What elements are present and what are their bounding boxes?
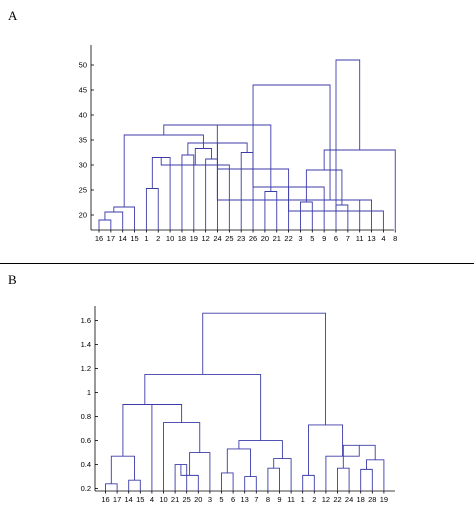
- leaf-label: 15: [130, 234, 138, 243]
- leaf-label: 13: [241, 495, 249, 504]
- leaf-label: 3: [208, 495, 212, 504]
- leaf-label: 14: [125, 495, 133, 504]
- leaf-label: 7: [254, 495, 258, 504]
- leaf-label: 1: [144, 234, 148, 243]
- leaf-label: 9: [322, 234, 326, 243]
- dendrogram-link: [360, 468, 373, 491]
- dendrogram-link: [238, 440, 283, 459]
- leaf-label: 2: [312, 495, 316, 504]
- leaf-label: 18: [357, 495, 365, 504]
- dendrogram-link: [226, 448, 251, 477]
- leaf-label: 16: [95, 234, 103, 243]
- dendrogram-link: [189, 452, 211, 491]
- dendrogram-link: [335, 59, 361, 211]
- leaf-label: 21: [273, 234, 281, 243]
- y-tick-label: 25: [79, 186, 87, 195]
- dendrogram-link: [244, 476, 257, 491]
- leaf-label: 8: [393, 234, 397, 243]
- dendrogram-link: [252, 84, 331, 200]
- dendrogram-link: [273, 458, 292, 491]
- leaf-label: 11: [356, 234, 364, 243]
- dendrogram-link: [267, 467, 280, 491]
- dendrogram-link: [122, 404, 167, 457]
- y-tick-label: 50: [79, 61, 87, 70]
- leaf-label: 1: [301, 495, 305, 504]
- leaf-label: 20: [194, 495, 202, 504]
- leaf-label: 10: [166, 234, 174, 243]
- dendrogram-link: [163, 422, 201, 491]
- leaf-label: 26: [249, 234, 257, 243]
- leaf-label: 19: [380, 495, 388, 504]
- leaf-label: 2: [156, 234, 160, 243]
- y-tick-label: 0.8: [81, 412, 91, 421]
- y-tick-label: 35: [79, 136, 87, 145]
- leaf-label: 17: [113, 495, 121, 504]
- panel-a-label: A: [8, 8, 18, 23]
- dendrogram-link: [151, 404, 183, 491]
- leaf-label: 7: [346, 234, 350, 243]
- leaf-label: 28: [368, 495, 376, 504]
- y-tick-label: 45: [79, 86, 87, 95]
- leaf-label: 3: [298, 234, 302, 243]
- y-tick-label: 40: [79, 111, 87, 120]
- leaf-label: 17: [107, 234, 115, 243]
- y-tick-label: 0.2: [81, 484, 91, 493]
- leaf-label: 24: [213, 234, 221, 243]
- leaf-label: 5: [219, 495, 223, 504]
- leaf-label: 15: [136, 495, 144, 504]
- leaf-label: 24: [345, 495, 353, 504]
- leaf-label: 13: [367, 234, 375, 243]
- leaf-label: 21: [171, 495, 179, 504]
- leaf-label: 20: [261, 234, 269, 243]
- dendrogram-link: [221, 472, 234, 491]
- leaf-label: 8: [266, 495, 270, 504]
- dendrogram-link: [105, 483, 118, 491]
- leaf-label: 4: [150, 495, 154, 504]
- y-tick-label: 20: [79, 211, 87, 220]
- dendrogram-link: [144, 374, 262, 441]
- leaf-label: 9: [277, 495, 281, 504]
- leaf-label: 22: [284, 234, 292, 243]
- leaf-label: 11: [287, 495, 295, 504]
- dendrogram-link: [128, 479, 141, 491]
- leaf-label: 4: [381, 234, 385, 243]
- panel-divider: [0, 263, 474, 264]
- leaf-label: 6: [231, 495, 235, 504]
- y-tick-label: 1.2: [81, 364, 91, 373]
- leaf-label: 12: [201, 234, 209, 243]
- y-tick-label: 1.6: [81, 316, 91, 325]
- leaf-label: 10: [159, 495, 167, 504]
- leaf-label: 19: [190, 234, 198, 243]
- leaf-label: 5: [310, 234, 314, 243]
- y-tick-label: 1: [87, 388, 91, 397]
- dendrogram-link: [174, 464, 188, 491]
- leaf-label: 12: [322, 495, 330, 504]
- leaf-label: 6: [334, 234, 338, 243]
- dendrogram-link: [288, 199, 372, 230]
- panel-b-label: B: [8, 272, 17, 287]
- leaf-label: 23: [237, 234, 245, 243]
- dendrogram-link: [366, 459, 385, 491]
- leaf-label: 25: [225, 234, 233, 243]
- dendrogram-link: [337, 467, 350, 491]
- leaf-label: 22: [333, 495, 341, 504]
- leaf-label: 14: [119, 234, 127, 243]
- y-tick-label: 30: [79, 161, 87, 170]
- dendrogram-link: [202, 312, 326, 425]
- leaf-label: 16: [101, 495, 109, 504]
- dendrogram-link: [302, 474, 315, 491]
- leaf-label: 25: [183, 495, 191, 504]
- dendrogram-link: [110, 455, 135, 484]
- dendrogram-link: [308, 424, 344, 476]
- leaf-label: 18: [178, 234, 186, 243]
- y-tick-label: 0.4: [81, 460, 91, 469]
- y-tick-label: 1.4: [81, 340, 91, 349]
- y-tick-label: 0.6: [81, 436, 91, 445]
